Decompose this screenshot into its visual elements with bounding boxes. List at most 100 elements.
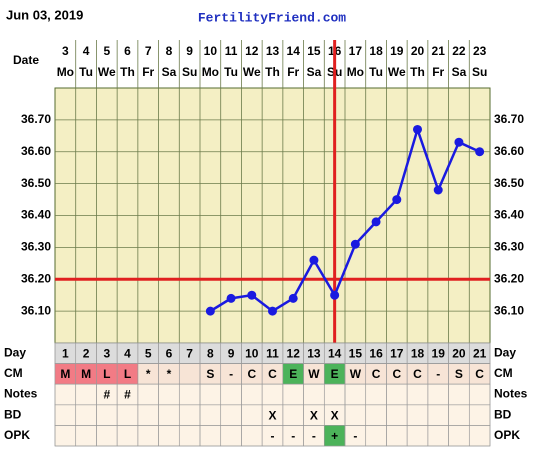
cell-value: 13: [307, 346, 321, 360]
temperature-point: [413, 124, 422, 134]
weekday-label: Sa: [452, 65, 467, 79]
cell-value: 3: [103, 346, 110, 360]
cell-value: #: [124, 388, 131, 402]
row-label: OPK: [4, 428, 30, 442]
y-tick-label-right: 36.60: [494, 144, 524, 158]
cell-value: 18: [411, 346, 425, 360]
cell-value: 5: [145, 346, 152, 360]
site-name: FertilityFriend.com: [198, 10, 346, 25]
weekday-label: Fr: [432, 65, 444, 79]
date-label: 17: [349, 44, 363, 58]
cell-value: C: [392, 367, 401, 381]
cell-value: 10: [245, 346, 259, 360]
cell-value: *: [167, 367, 172, 381]
weekday-label: Fr: [287, 65, 299, 79]
weekday-label: We: [98, 65, 116, 79]
cell-value: E: [331, 367, 339, 381]
cell-value: C: [268, 367, 277, 381]
cell-value: X: [268, 408, 276, 422]
cell-value: 20: [452, 346, 466, 360]
weekday-label: Tu: [369, 65, 383, 79]
date-label: 9: [186, 44, 193, 58]
cell-value: 14: [328, 346, 342, 360]
weekday-label: Mo: [347, 65, 364, 79]
date-label: 5: [103, 44, 110, 58]
cell-value: W: [308, 367, 320, 381]
weekday-label: Mo: [57, 65, 74, 79]
y-tick-label: 36.30: [21, 240, 51, 254]
cell-value: 17: [390, 346, 404, 360]
cell-value: -: [353, 429, 357, 443]
cell-value: 4: [124, 346, 131, 360]
date-label: 10: [204, 44, 218, 58]
temperature-point: [247, 290, 257, 300]
date-label: 22: [452, 44, 466, 58]
temperature-point: [288, 293, 298, 303]
weekday-label: We: [388, 65, 406, 79]
cell-value: S: [206, 367, 214, 381]
y-tick-label-right: 36.50: [494, 176, 524, 190]
date-label: 15: [307, 44, 321, 58]
y-tick-label-right: 36.20: [494, 271, 524, 285]
cell-value: 8: [207, 346, 214, 360]
date-label: 4: [83, 44, 90, 58]
weekday-label: Su: [472, 65, 487, 79]
cell-value: +: [331, 429, 338, 443]
chart-date: Jun 03, 2019: [6, 7, 83, 22]
cell-value: 11: [266, 346, 279, 360]
row-label-right: BD: [494, 407, 512, 421]
cell-value: *: [146, 367, 151, 381]
y-tick-label-right: 36.40: [494, 208, 524, 222]
row-label: Day: [4, 345, 26, 359]
cell-value: 19: [432, 346, 446, 360]
cell-value: L: [103, 367, 110, 381]
cell-value: M: [81, 367, 91, 381]
weekday-label: Tu: [79, 65, 93, 79]
row-label: CM: [4, 366, 23, 380]
date-label: 8: [166, 44, 173, 58]
cell-value: 7: [186, 346, 193, 360]
cell-value: 12: [287, 346, 301, 360]
date-label: 21: [432, 44, 446, 58]
date-label: 23: [473, 44, 487, 58]
row-label-right: OPK: [494, 428, 520, 442]
weekday-label: Mo: [202, 65, 219, 79]
weekday-label: We: [243, 65, 261, 79]
cell-value: 21: [473, 346, 487, 360]
temperature-point: [309, 255, 319, 265]
cell-value: W: [350, 367, 362, 381]
cell-value: -: [436, 367, 440, 381]
weekday-label: Th: [265, 65, 280, 79]
cell-value: L: [124, 367, 131, 381]
y-tick-label-right: 36.70: [494, 112, 524, 126]
temperature-point: [433, 185, 443, 195]
temperature-point: [392, 195, 402, 205]
weekday-label: Fr: [142, 65, 154, 79]
cell-value: 16: [369, 346, 383, 360]
y-tick-label: 36.10: [21, 303, 51, 317]
date-label: 12: [245, 44, 259, 58]
cell-value: -: [291, 429, 295, 443]
cell-value: C: [372, 367, 381, 381]
row-label-right: Notes: [494, 387, 528, 401]
table-row: [54, 383, 491, 406]
date-label: 6: [124, 44, 131, 58]
date-label: 7: [145, 44, 152, 58]
cell-value: -: [271, 429, 275, 443]
y-tick-label: 36.60: [21, 144, 51, 158]
temperature-point: [454, 137, 464, 147]
row-label: Notes: [4, 387, 38, 401]
date-label: 14: [287, 44, 301, 58]
y-tick-label: 36.70: [21, 112, 51, 126]
cell-value: #: [103, 388, 110, 402]
weekday-label: Su: [182, 65, 197, 79]
temperature-point: [371, 217, 381, 227]
date-label: 11: [225, 44, 238, 58]
table-cell: [468, 425, 491, 447]
cell-value: -: [312, 429, 316, 443]
y-tick-label: 36.20: [21, 271, 51, 285]
x-axis-label: Date: [13, 53, 39, 67]
weekday-label: Th: [120, 65, 135, 79]
y-tick-label: 36.40: [21, 208, 51, 222]
